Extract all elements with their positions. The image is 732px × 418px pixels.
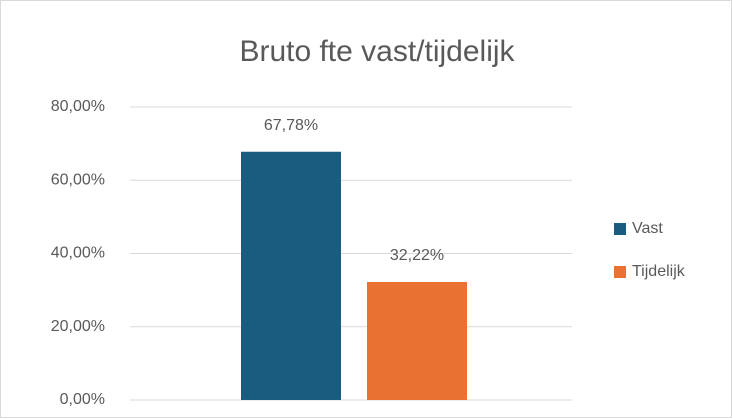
legend-label: Vast: [632, 220, 663, 237]
y-tick-label: 20,00%: [51, 318, 105, 335]
bar: [367, 281, 467, 400]
y-tick-label: 0,00%: [60, 391, 105, 408]
y-tick-label: 60,00%: [51, 171, 105, 188]
data-label: 32,22%: [390, 247, 444, 264]
y-tick-label: 80,00%: [51, 98, 105, 115]
bar: [241, 151, 341, 400]
legend-swatch: [614, 223, 626, 235]
legend-label: Tijdelijk: [632, 263, 686, 280]
legend-swatch: [614, 266, 626, 278]
y-tick-label: 40,00%: [51, 245, 105, 262]
data-label: 67,78%: [264, 117, 318, 134]
chart-title: Bruto fte vast/tijdelijk: [239, 35, 515, 68]
